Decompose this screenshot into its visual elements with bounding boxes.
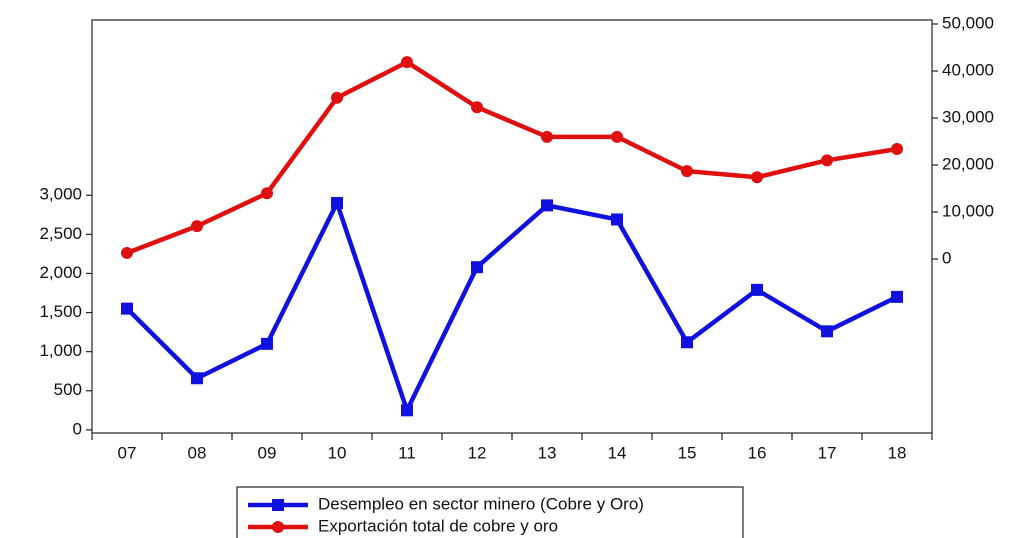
legend-marker	[272, 521, 284, 533]
y-tick-label: 500	[54, 380, 82, 399]
x-tick-label: 07	[118, 443, 137, 462]
point	[401, 404, 413, 417]
point	[121, 302, 133, 315]
legend-label: Desempleo en sector minero (Cobre y Oro)	[318, 494, 644, 513]
y2-tick-label: 10,000	[942, 202, 994, 221]
point	[191, 220, 203, 233]
point	[331, 91, 343, 104]
point	[191, 372, 203, 385]
x-tick-label: 13	[538, 443, 557, 462]
x-tick-label: 15	[678, 443, 697, 462]
y-tick-label: 2,500	[39, 224, 82, 243]
point	[611, 130, 623, 143]
point	[891, 290, 903, 303]
point	[751, 283, 763, 296]
x-tick-label: 17	[818, 443, 837, 462]
point	[541, 130, 553, 143]
y2-tick-label: 50,000	[942, 13, 994, 32]
point	[681, 336, 693, 349]
x-tick-label: 09	[258, 443, 277, 462]
x-tick-label: 18	[888, 443, 907, 462]
y-tick-label: 1,500	[39, 302, 82, 321]
point	[891, 143, 903, 156]
point	[821, 325, 833, 338]
point	[821, 154, 833, 167]
point	[681, 165, 693, 178]
point	[471, 261, 483, 274]
y2-tick-label: 20,000	[942, 155, 994, 174]
x-tick-label: 10	[328, 443, 347, 462]
x-tick-label: 12	[468, 443, 487, 462]
point	[471, 101, 483, 114]
y-tick-label: 1,000	[39, 341, 82, 360]
point	[331, 197, 343, 210]
y2-tick-label: 30,000	[942, 108, 994, 127]
plot-frame	[91, 19, 933, 434]
point	[751, 171, 763, 184]
series-line	[126, 59, 898, 256]
point	[121, 246, 133, 259]
point	[541, 199, 553, 212]
point	[261, 337, 273, 350]
legend-marker	[272, 499, 284, 511]
point	[401, 56, 413, 69]
y-tick-label: 3,000	[39, 185, 82, 204]
y-tick-label: 2,000	[39, 263, 82, 282]
y2-tick-label: 0	[942, 249, 951, 268]
point	[611, 213, 623, 226]
series-line	[125, 200, 898, 413]
x-tick-label: 16	[748, 443, 767, 462]
y-tick-label: 0	[73, 419, 82, 438]
legend-box	[236, 486, 744, 538]
y2-tick-label: 40,000	[942, 60, 994, 79]
x-tick-label: 11	[398, 443, 416, 462]
legend-label: Exportación total de cobre y oro	[318, 516, 558, 535]
x-tick-label: 08	[188, 443, 207, 462]
x-tick-label: 14	[608, 443, 627, 462]
point	[261, 187, 273, 200]
